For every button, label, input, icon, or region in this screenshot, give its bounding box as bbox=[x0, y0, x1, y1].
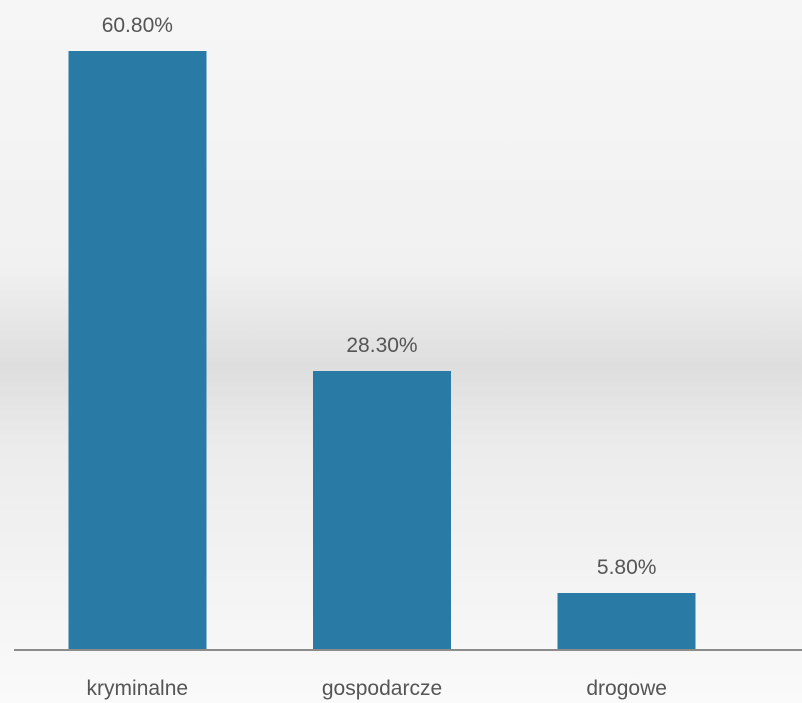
data-label-drogowe: 5.80% bbox=[597, 556, 657, 579]
bar-drogowe bbox=[557, 592, 696, 650]
x-tick-label-gospodarcze: gospodarcze bbox=[322, 677, 442, 700]
bar-kryminalne bbox=[68, 51, 207, 650]
bar-gospodarcze bbox=[313, 371, 451, 650]
bars-group bbox=[68, 51, 696, 650]
data-label-kryminalne: 60.80% bbox=[102, 14, 173, 37]
data-labels-group: 60.80% 28.30% 5.80% bbox=[102, 14, 657, 579]
x-tick-label-kryminalne: kryminalne bbox=[87, 677, 189, 700]
data-label-gospodarcze: 28.30% bbox=[346, 334, 417, 357]
tick-labels-group: kryminalne gospodarcze drogowe bbox=[87, 677, 667, 700]
x-tick-label-drogowe: drogowe bbox=[586, 677, 667, 700]
